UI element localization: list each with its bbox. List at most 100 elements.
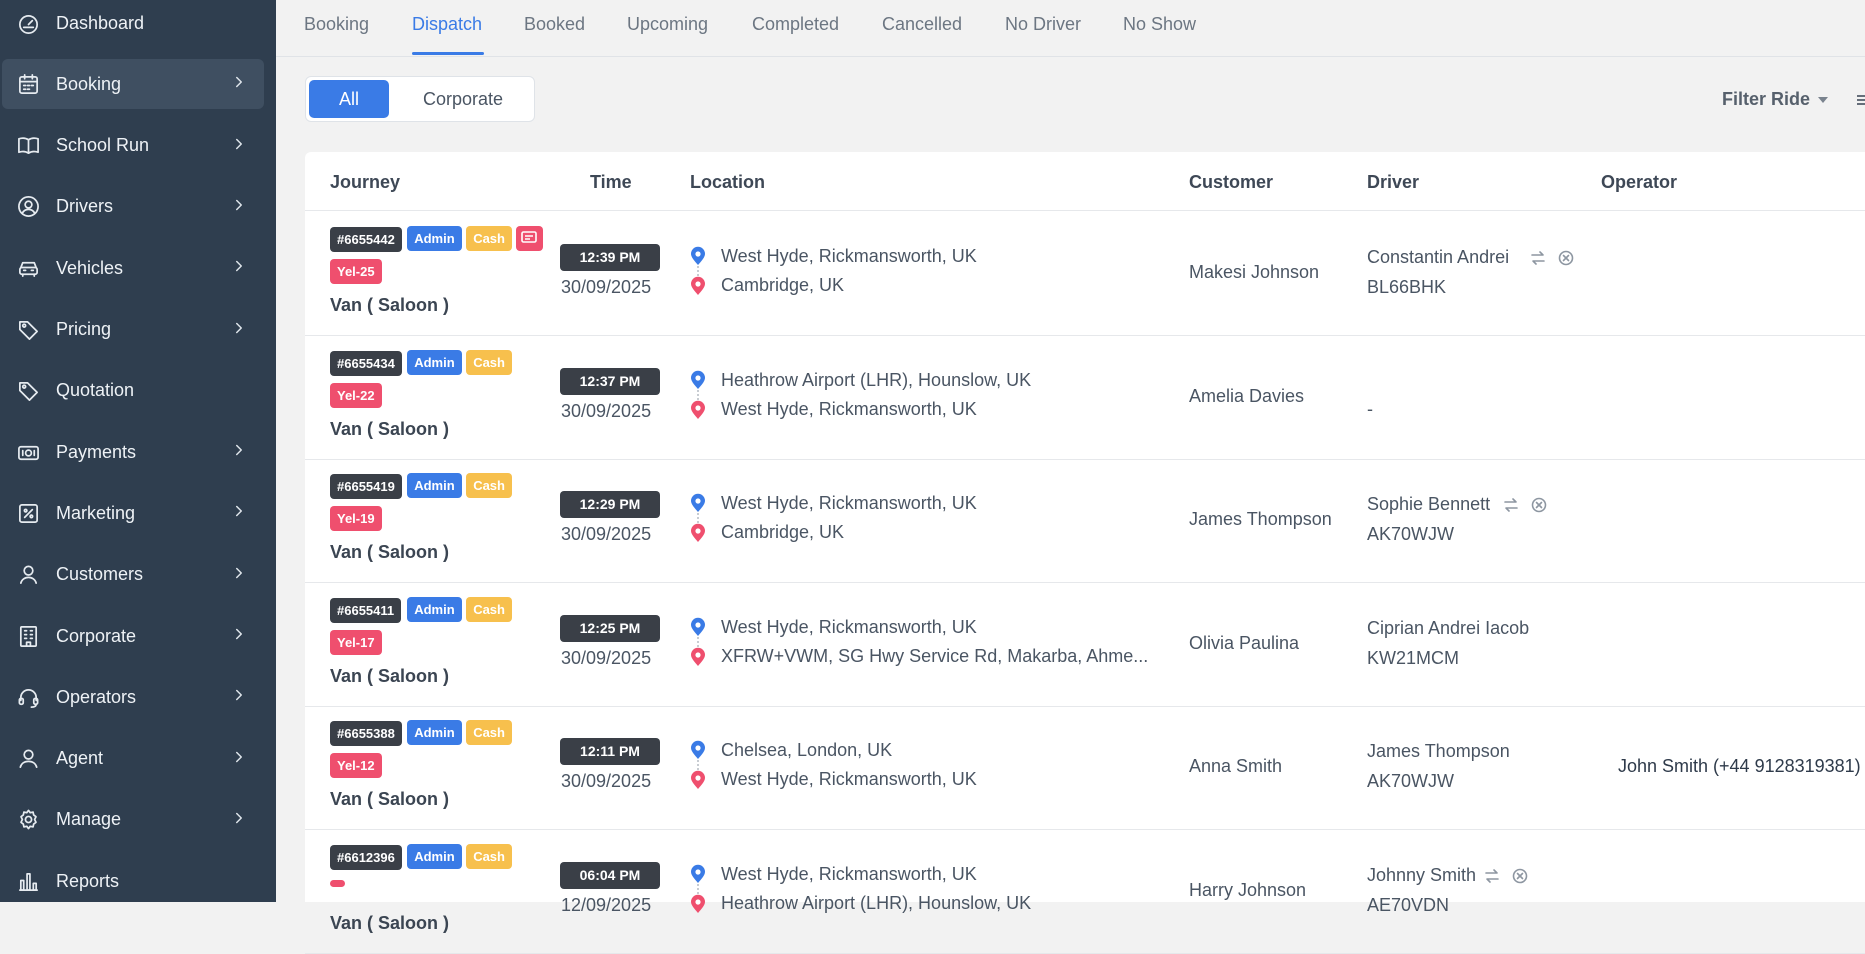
vehicle-type: Van ( Saloon ) bbox=[330, 418, 450, 439]
unassign-driver-icon[interactable] bbox=[1531, 497, 1547, 513]
toggle-corporate-button[interactable]: Corporate bbox=[422, 88, 504, 109]
cash-badge: Cash bbox=[466, 720, 512, 745]
vehicle-type: Van ( Saloon ) bbox=[330, 665, 450, 686]
booking-id-badge: #6655411 bbox=[330, 597, 402, 623]
tab-no-driver[interactable]: No Driver bbox=[1005, 14, 1082, 34]
tab-bar: Booking Dispatch Booked Upcoming Completed Ca… bbox=[276, 0, 1865, 57]
booking-id-badge: #6655419 bbox=[330, 474, 402, 499]
sidebar-item-marketing[interactable]: Marketing bbox=[2, 488, 264, 538]
unassign-driver-icon[interactable] bbox=[1558, 250, 1574, 266]
driver-name[interactable]: James Thompson bbox=[1367, 741, 1510, 761]
tab-completed[interactable]: Completed bbox=[752, 14, 840, 34]
tab-dispatch[interactable]: Dispatch bbox=[412, 14, 483, 34]
tab-booked[interactable]: Booked bbox=[524, 14, 586, 34]
dropoff-location: XFRW+VWM, SG Hwy Service Rd, Makarba, Ah… bbox=[721, 645, 1149, 666]
tab-upcoming[interactable]: Upcoming bbox=[627, 14, 709, 34]
col-location[interactable]: Location bbox=[690, 172, 765, 192]
sidebar-item-manage[interactable]: Manage bbox=[2, 795, 264, 845]
toggle-all-button[interactable]: All bbox=[309, 80, 389, 118]
user-circle-icon bbox=[16, 195, 40, 219]
col-operator[interactable]: Operator bbox=[1601, 172, 1678, 192]
chevron-right-icon bbox=[230, 502, 252, 524]
agent-icon bbox=[16, 747, 40, 771]
booking-date: 30/09/2025 bbox=[561, 400, 652, 421]
customer-name[interactable]: Anna Smith bbox=[1189, 756, 1283, 776]
customer-name[interactable]: Amelia Davies bbox=[1189, 385, 1305, 406]
swap-driver-icon[interactable] bbox=[1503, 497, 1519, 513]
dropoff-pin-icon bbox=[689, 647, 707, 667]
pickup-location: West Hyde, Rickmansworth, UK bbox=[721, 616, 977, 637]
booking-date: 30/09/2025 bbox=[561, 277, 652, 297]
yel-badge bbox=[330, 879, 345, 887]
table-row[interactable]: #6655411 Admin Cash Yel-17 Van ( Saloon ) 12:… bbox=[305, 582, 1865, 707]
swap-driver-icon[interactable] bbox=[1484, 868, 1500, 884]
col-driver[interactable]: Driver bbox=[1367, 172, 1420, 192]
driver-name[interactable]: Constantin Andrei bbox=[1367, 247, 1510, 267]
col-time[interactable]: Time bbox=[590, 172, 632, 192]
pickup-pin-icon bbox=[689, 740, 707, 760]
sidebar-item-customers[interactable]: Customers bbox=[2, 550, 264, 600]
route-connector bbox=[697, 266, 701, 276]
sidebar-item-payments[interactable]: Payments bbox=[2, 427, 264, 477]
vehicle-type: Van ( Saloon ) bbox=[330, 295, 450, 315]
pickup-pin-icon bbox=[689, 246, 707, 266]
customer-name[interactable]: Harry Johnson bbox=[1189, 879, 1307, 900]
vehicle-type: Van ( Saloon ) bbox=[330, 542, 450, 562]
customer-name[interactable]: James Thompson bbox=[1189, 509, 1332, 529]
sidebar-item-drivers[interactable]: Drivers bbox=[2, 182, 264, 232]
driver-name[interactable]: Sophie Bennett bbox=[1367, 494, 1491, 514]
col-customer[interactable]: Customer bbox=[1189, 172, 1274, 192]
sidebar-item-quotation[interactable]: Quotation bbox=[2, 366, 264, 416]
pickup-location: West Hyde, Rickmansworth, UK bbox=[721, 863, 977, 884]
sidebar-item-dashboard[interactable]: Dashboard bbox=[2, 0, 264, 48]
customer-name[interactable]: Olivia Paulina bbox=[1189, 632, 1300, 653]
chevron-right-icon bbox=[230, 73, 252, 95]
time-badge: 06:04 PM bbox=[560, 861, 660, 889]
pickup-pin-icon bbox=[689, 864, 707, 884]
swap-driver-icon[interactable] bbox=[1530, 250, 1546, 266]
time-badge: 12:29 PM bbox=[560, 491, 660, 518]
sidebar-item-agent[interactable]: Agent bbox=[2, 734, 264, 784]
pickup-location: West Hyde, Rickmansworth, UK bbox=[721, 493, 977, 513]
sidebar-item-school-run[interactable]: School Run bbox=[2, 121, 264, 171]
table-row[interactable]: #6655434 Admin Cash Yel-22 Van ( Saloon ) 12:… bbox=[305, 335, 1865, 460]
sidebar-item-corporate[interactable]: Corporate bbox=[2, 611, 264, 661]
vehicle-plate: AE70VDN bbox=[1367, 894, 1450, 915]
vehicle-type: Van ( Saloon ) bbox=[330, 789, 450, 809]
vehicle-plate: AK70WJW bbox=[1367, 524, 1455, 544]
vehicle-plate: KW21MCM bbox=[1367, 647, 1460, 668]
col-journey[interactable]: Journey bbox=[330, 172, 401, 192]
table-row[interactable]: #6655442 Admin Cash Yel-25 Van ( Saloon ) 12:… bbox=[305, 211, 1865, 336]
pickup-pin-icon bbox=[689, 617, 707, 637]
money-icon bbox=[16, 440, 40, 464]
customer-name[interactable]: Makesi Johnson bbox=[1189, 262, 1320, 282]
list-icon[interactable] bbox=[1855, 92, 1865, 108]
table-row[interactable]: #6655419 Admin Cash Yel-19 Van ( Saloon ) 12:… bbox=[305, 458, 1865, 583]
sidebar-item-label: Reports bbox=[56, 870, 120, 891]
tab-cancelled[interactable]: Cancelled bbox=[882, 14, 963, 34]
driver-name[interactable]: Ciprian Andrei Iacob bbox=[1367, 617, 1530, 638]
chevron-right-icon bbox=[230, 686, 252, 708]
admin-badge: Admin bbox=[407, 720, 462, 745]
tab-no-show[interactable]: No Show bbox=[1123, 14, 1197, 34]
cash-badge: Cash bbox=[466, 843, 512, 869]
tab-booking[interactable]: Booking bbox=[304, 14, 370, 34]
table-row[interactable]: #6655388 Admin Cash Yel-12 Van ( Saloon ) 12:… bbox=[305, 705, 1865, 830]
driver-name[interactable]: Johnny Smith bbox=[1367, 864, 1477, 885]
message-icon[interactable] bbox=[516, 226, 544, 251]
sidebar-item-label: Agent bbox=[56, 748, 104, 769]
sidebar-item-vehicles[interactable]: Vehicles bbox=[2, 243, 264, 293]
sidebar-item-booking[interactable]: Booking bbox=[2, 59, 264, 110]
filter-ride-dropdown[interactable]: Filter Ride bbox=[1722, 89, 1829, 110]
admin-badge: Admin bbox=[407, 843, 462, 869]
sidebar-item-operators[interactable]: Operators bbox=[2, 672, 264, 722]
table-row[interactable]: #6612396 Admin Cash Van ( Saloon ) 06:04 PM 1… bbox=[305, 829, 1865, 954]
sidebar-item-label: Operators bbox=[56, 686, 137, 707]
booking-id-badge: #6612396 bbox=[330, 844, 402, 870]
sidebar-item-label: Payments bbox=[56, 441, 137, 462]
chevron-right-icon bbox=[230, 564, 252, 586]
sidebar-item-reports[interactable]: Reports bbox=[2, 856, 264, 902]
sidebar-item-pricing[interactable]: Pricing bbox=[2, 305, 264, 355]
sidebar-item-label: Dashboard bbox=[56, 12, 145, 33]
unassign-driver-icon[interactable] bbox=[1512, 868, 1528, 884]
